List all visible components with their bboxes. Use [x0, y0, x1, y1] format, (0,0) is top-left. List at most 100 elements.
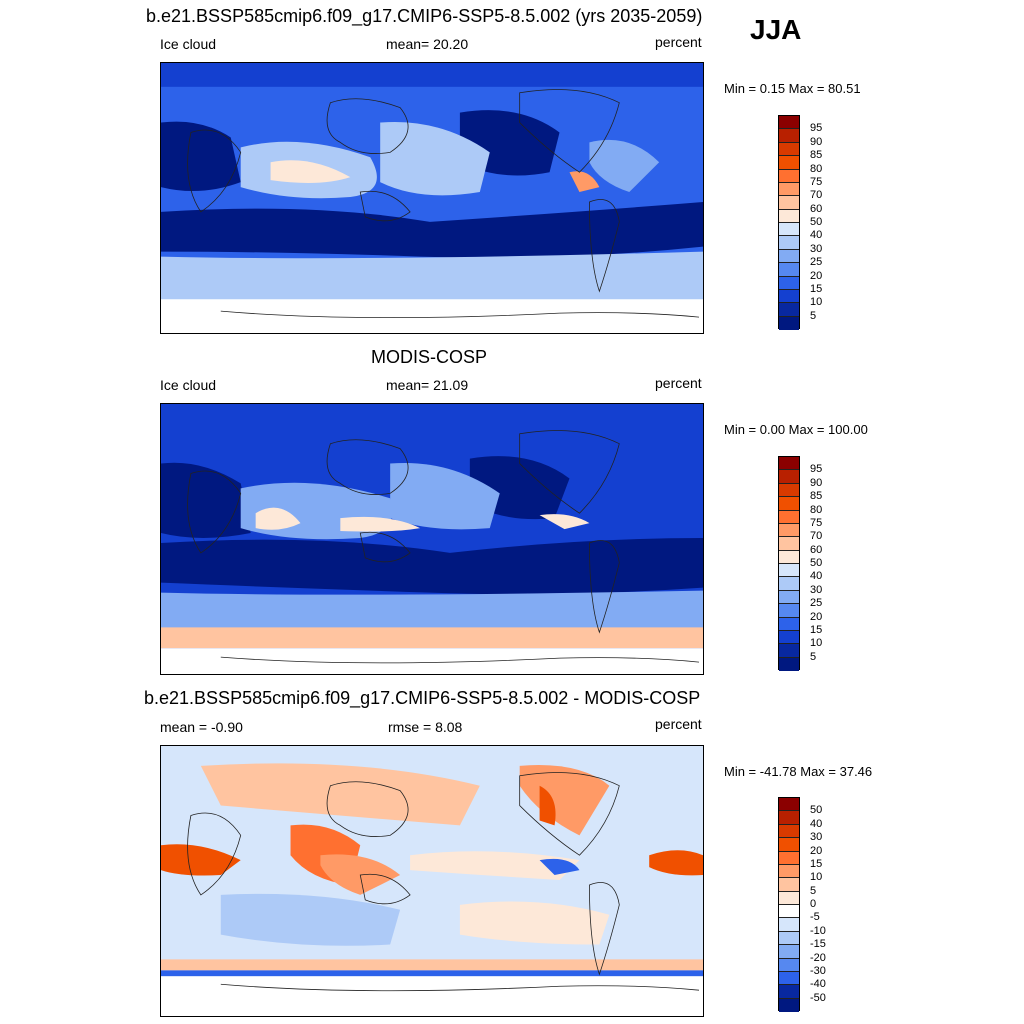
- colorbar-segment: [779, 303, 799, 317]
- colorbar-segment: [779, 811, 799, 825]
- colorbar-segment: [779, 985, 799, 999]
- colorbar-tick-label: 75: [810, 175, 823, 188]
- colorbar-segment: [779, 931, 799, 946]
- colorbar-segment: [779, 209, 799, 223]
- colorbar-tick-label: 30: [810, 242, 823, 255]
- colorbar-tick-label: 10: [810, 637, 823, 650]
- colorbar-tick-label: -10: [810, 924, 826, 937]
- colorbar-segment: [779, 864, 799, 879]
- colorbar-segment: [779, 182, 799, 197]
- colorbar-tick-label: 85: [810, 149, 823, 162]
- panel3-colorbar: [778, 797, 800, 1012]
- colorbar-tick-label: 40: [810, 570, 823, 583]
- colorbar-tick-label: 20: [810, 610, 823, 623]
- colorbar-segment: [779, 564, 799, 578]
- colorbar-segment: [779, 590, 799, 605]
- colorbar-segment: [779, 577, 799, 591]
- colorbar-tick-label: 95: [810, 463, 823, 476]
- colorbar-segment: [779, 196, 799, 210]
- colorbar-tick-label: 30: [810, 583, 823, 596]
- colorbar-segment: [779, 617, 799, 631]
- colorbar-tick-label: -40: [810, 978, 826, 991]
- panel3-title: b.e21.BSSP585cmip6.f09_g17.CMIP6-SSP5-8.…: [144, 688, 701, 708]
- colorbar-segment: [779, 945, 799, 959]
- colorbar-segment: [779, 142, 799, 157]
- colorbar-tick-label: 20: [810, 269, 823, 282]
- colorbar-segment: [779, 156, 799, 170]
- colorbar-segment: [779, 289, 799, 304]
- colorbar-tick-label: 60: [810, 202, 823, 215]
- panel1-units-label: percent: [655, 34, 702, 50]
- panel2-map: [160, 403, 704, 675]
- panel3-map: [160, 745, 704, 1017]
- colorbar-segment: [779, 223, 799, 237]
- colorbar-tick-label: 90: [810, 476, 823, 489]
- panel1-map: [160, 62, 704, 334]
- colorbar-segment: [779, 838, 799, 852]
- colorbar-tick-label: 5: [810, 309, 817, 322]
- colorbar-segment: [779, 905, 799, 919]
- colorbar-segment: [779, 918, 799, 932]
- colorbar-tick-label: -5: [810, 911, 820, 924]
- colorbar-tick-label: 50: [810, 557, 823, 569]
- colorbar-tick-label: 15: [810, 282, 823, 295]
- colorbar-segment: [779, 169, 799, 183]
- colorbar-segment: [779, 657, 799, 671]
- panel3-units-label: percent: [655, 716, 702, 732]
- colorbar-segment: [779, 316, 799, 330]
- panel3-mean-label: mean = -0.90: [160, 719, 243, 735]
- colorbar-segment: [779, 129, 799, 143]
- colorbar-segment: [779, 798, 799, 812]
- panel2-variable-label: Ice cloud: [160, 377, 217, 393]
- panel2-colorbar: [778, 456, 800, 671]
- colorbar-segment: [779, 116, 799, 130]
- colorbar-tick-label: 0: [810, 898, 817, 910]
- panel2-title: MODIS-COSP: [371, 347, 488, 367]
- colorbar-tick-label: -15: [810, 938, 826, 951]
- panel1-variable-label: Ice cloud: [160, 36, 217, 52]
- colorbar-tick-label: -50: [810, 991, 826, 1004]
- colorbar-tick-label: 70: [810, 189, 823, 202]
- panel1-mean-label: mean= 20.20: [386, 36, 469, 52]
- colorbar-tick-label: 50: [810, 216, 823, 228]
- colorbar-tick-label: 15: [810, 623, 823, 636]
- colorbar-tick-label: 95: [810, 122, 823, 135]
- colorbar-segment: [779, 998, 799, 1012]
- panel3-minmax: Min = -41.78 Max = 37.46: [724, 764, 873, 779]
- colorbar-segment: [779, 824, 799, 839]
- colorbar-tick-label: 30: [810, 831, 823, 844]
- panel2-mean-label: mean= 21.09: [386, 377, 469, 393]
- colorbar-segment: [779, 483, 799, 498]
- colorbar-tick-label: 10: [810, 871, 823, 884]
- colorbar-segment: [779, 604, 799, 618]
- colorbar-tick-label: 90: [810, 135, 823, 148]
- colorbar-tick-label: 25: [810, 256, 823, 269]
- colorbar-tick-label: 20: [810, 844, 823, 857]
- colorbar-tick-label: -30: [810, 964, 826, 977]
- colorbar-tick-label: 85: [810, 490, 823, 503]
- colorbar-tick-label: 10: [810, 296, 823, 309]
- colorbar-tick-label: 70: [810, 530, 823, 543]
- colorbar-tick-label: -20: [810, 951, 826, 964]
- colorbar-segment: [779, 878, 799, 892]
- colorbar-segment: [779, 236, 799, 250]
- colorbar-segment: [779, 497, 799, 511]
- colorbar-tick-label: 75: [810, 516, 823, 529]
- colorbar-segment: [779, 644, 799, 658]
- colorbar-segment: [779, 457, 799, 471]
- colorbar-segment: [779, 263, 799, 277]
- panel2-minmax: Min = 0.00 Max = 100.00: [724, 422, 868, 437]
- season-label: JJA: [750, 14, 802, 45]
- panel1-minmax: Min = 0.15 Max = 80.51: [724, 81, 861, 96]
- colorbar-tick-label: 40: [810, 817, 823, 830]
- colorbar-segment: [779, 958, 799, 972]
- colorbar-tick-label: 5: [810, 650, 817, 663]
- colorbar-tick-label: 5: [810, 884, 817, 897]
- colorbar-segment: [779, 971, 799, 986]
- colorbar-segment: [779, 510, 799, 524]
- colorbar-tick-label: 15: [810, 857, 823, 870]
- colorbar-segment: [779, 550, 799, 564]
- colorbar-tick-label: 60: [810, 543, 823, 556]
- colorbar-segment: [779, 537, 799, 551]
- colorbar-segment: [779, 276, 799, 290]
